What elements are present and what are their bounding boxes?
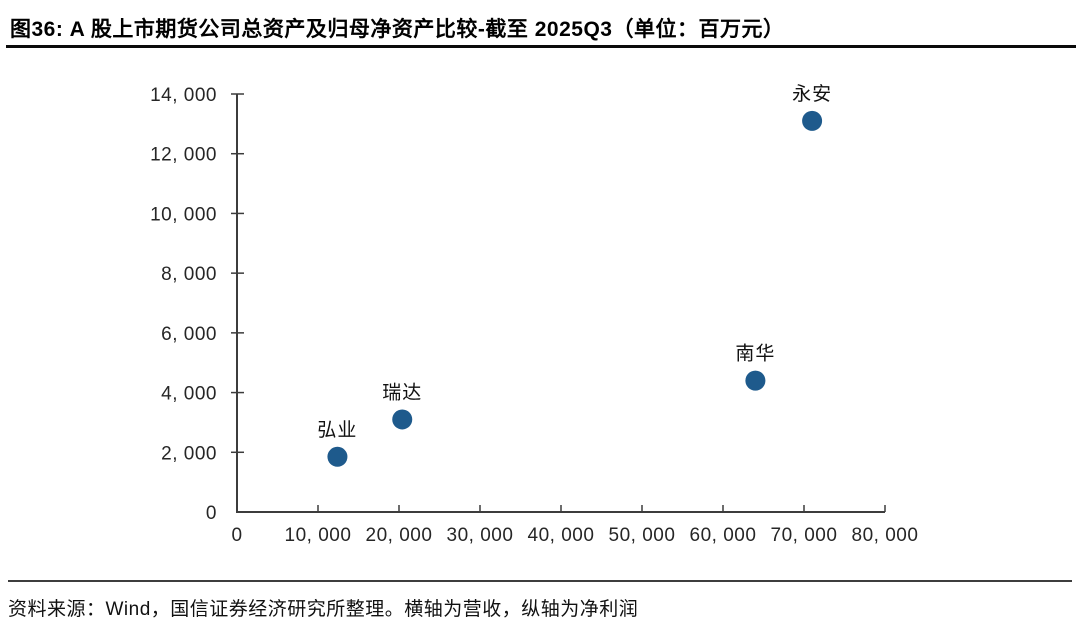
x-tick-label: 50, 000 <box>609 525 676 546</box>
title-divider <box>6 45 1076 48</box>
data-point <box>745 370 766 391</box>
data-point <box>802 110 823 131</box>
y-tick-label: 0 <box>206 503 217 524</box>
footer-divider <box>8 580 1072 582</box>
x-tick-label: 30, 000 <box>447 525 514 546</box>
x-tick-label: 40, 000 <box>528 525 595 546</box>
y-tick-label: 8, 000 <box>161 264 217 285</box>
figure-title: 图36: A 股上市期货公司总资产及归母净资产比较-截至 2025Q3（单位：百… <box>10 18 785 41</box>
source-note: 资料来源：Wind，国信证券经济研究所整理。横轴为营收，纵轴为净利润 <box>8 599 639 620</box>
data-point-label: 瑞达 <box>382 381 422 403</box>
y-tick-label: 6, 000 <box>161 324 217 345</box>
data-point-label: 弘业 <box>317 419 357 441</box>
x-tick-label: 20, 000 <box>366 525 433 546</box>
data-point <box>392 409 413 430</box>
y-tick-label: 4, 000 <box>161 384 217 405</box>
data-point-label: 南华 <box>735 343 775 365</box>
y-tick-label: 14, 000 <box>150 85 217 106</box>
data-point-label: 永安 <box>792 83 832 105</box>
data-point <box>327 446 348 467</box>
x-tick-label: 70, 000 <box>771 525 838 546</box>
x-tick-label: 60, 000 <box>690 525 757 546</box>
x-tick-label: 80, 000 <box>852 525 919 546</box>
x-tick-label: 10, 000 <box>285 525 352 546</box>
x-tick-label: 0 <box>231 525 242 546</box>
y-tick-label: 10, 000 <box>150 204 217 225</box>
y-tick-label: 2, 000 <box>161 443 217 464</box>
y-tick-label: 12, 000 <box>150 145 217 166</box>
